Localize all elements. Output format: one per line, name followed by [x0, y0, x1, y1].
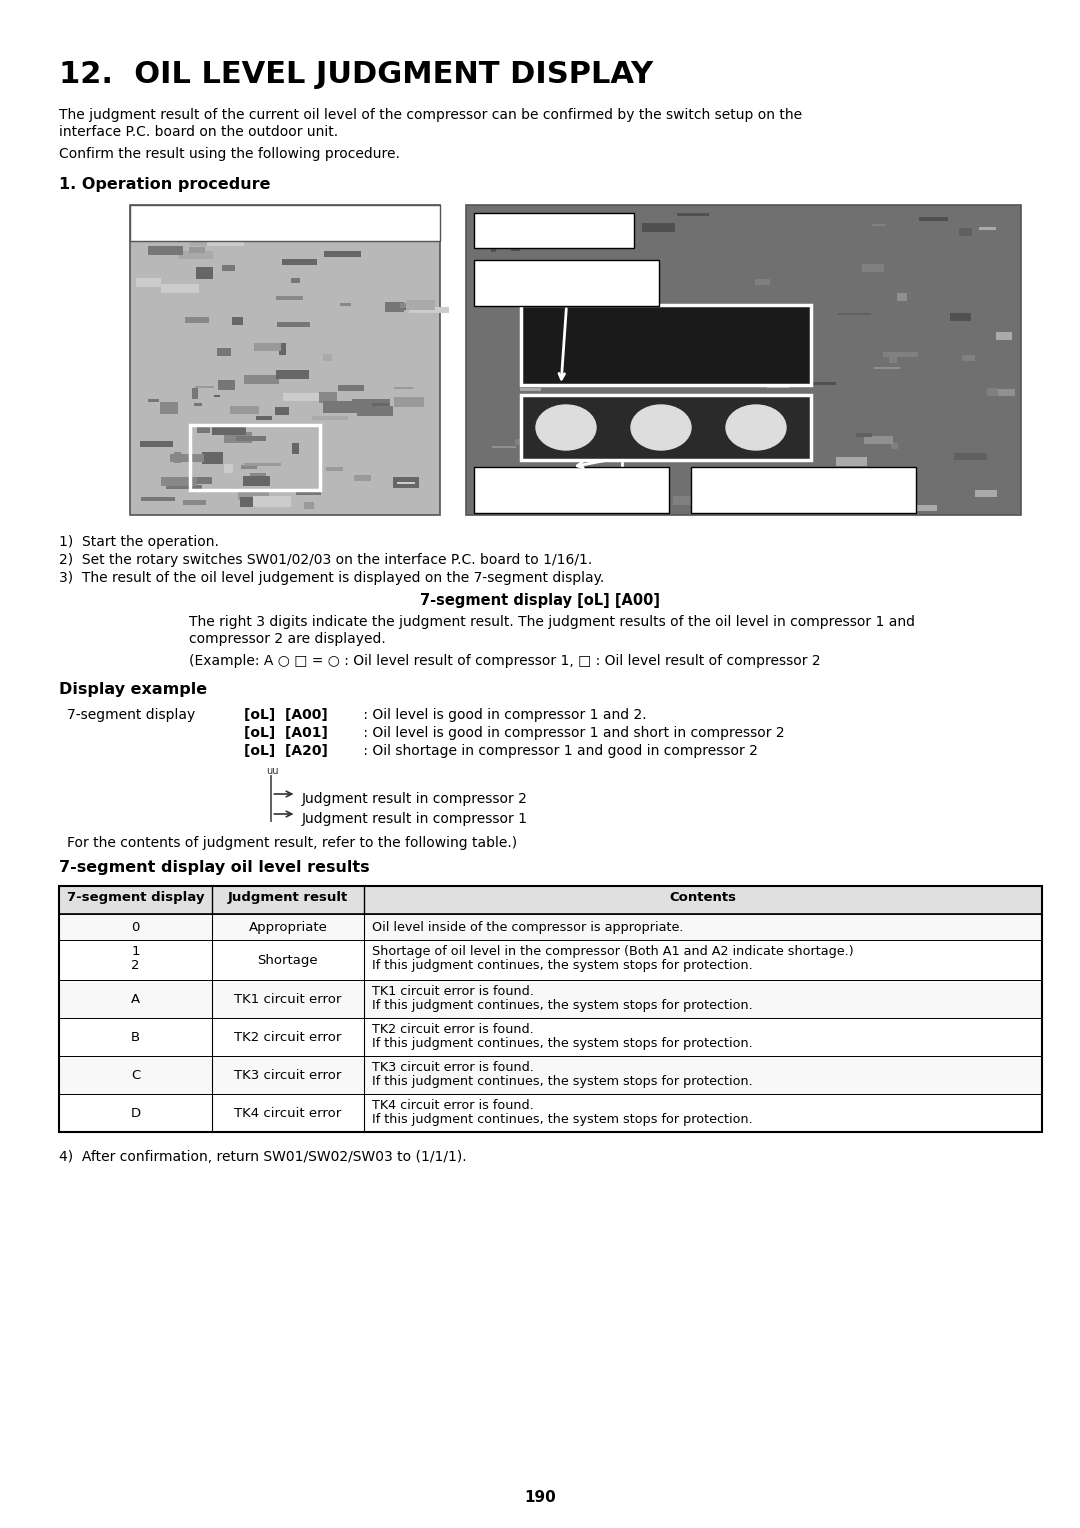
Bar — [950, 313, 971, 321]
Bar — [206, 240, 244, 246]
Bar — [800, 417, 811, 420]
Bar — [161, 477, 198, 486]
Bar — [646, 338, 659, 344]
Bar — [954, 452, 987, 460]
Bar — [254, 342, 281, 351]
Bar — [202, 452, 224, 463]
Bar — [338, 385, 364, 391]
Bar — [275, 406, 288, 414]
Bar — [746, 439, 768, 446]
Bar — [130, 205, 440, 241]
Text: 4)  After confirmation, return SW01/SW02/SW03 to (1/1/1).: 4) After confirmation, return SW01/SW02/… — [59, 1151, 467, 1164]
Bar — [855, 434, 873, 437]
Bar — [567, 312, 599, 318]
Bar — [481, 238, 507, 240]
Bar — [902, 504, 936, 512]
Bar — [862, 264, 883, 272]
Text: Judgment result: Judgment result — [228, 891, 348, 905]
Bar — [59, 886, 1042, 1132]
Text: interface P.C. board on the outdoor unit.: interface P.C. board on the outdoor unit… — [59, 125, 338, 139]
Bar — [195, 385, 214, 388]
Text: 7-segment display: 7-segment display — [67, 891, 204, 905]
Bar — [212, 425, 246, 434]
Text: 0: 0 — [132, 921, 139, 934]
Text: If this judgment continues, the system stops for protection.: If this judgment continues, the system s… — [373, 1038, 753, 1050]
Bar — [190, 237, 224, 246]
Text: Interface P.C. board on the outdoor unit
which displays oil level judgment: Interface P.C. board on the outdoor unit… — [168, 209, 402, 238]
Bar — [324, 251, 362, 257]
Bar — [919, 217, 948, 222]
Text: 1)  Start the operation.: 1) Start the operation. — [59, 535, 219, 549]
Bar — [249, 474, 266, 477]
Bar — [519, 388, 541, 391]
Text: TK2 circuit error is found.: TK2 circuit error is found. — [373, 1024, 534, 1036]
Text: TK2 circuit error: TK2 circuit error — [234, 1031, 341, 1044]
Bar — [765, 497, 785, 503]
Text: Shortage: Shortage — [258, 953, 319, 967]
Bar — [59, 1056, 1042, 1094]
Text: 7-segment display: 7-segment display — [67, 707, 195, 723]
Bar — [352, 399, 390, 406]
Bar — [178, 251, 213, 258]
Text: TK3 circuit error is found.: TK3 circuit error is found. — [373, 1060, 534, 1074]
Bar — [350, 408, 357, 413]
Bar — [166, 484, 202, 489]
Text: 4)
After confirmation, return
SW01/SW02/SW03 to 1/1/1.: 4) After confirmation, return SW01/SW02/… — [727, 472, 880, 506]
Bar — [528, 342, 549, 345]
Text: [oL]  [A00]: [oL] [A00] — [244, 707, 328, 723]
Bar — [394, 387, 413, 390]
Bar — [59, 979, 1042, 1018]
Bar — [962, 354, 975, 361]
Bar — [386, 306, 414, 310]
Bar — [836, 457, 866, 466]
Text: uu: uu — [267, 766, 279, 776]
Bar — [174, 452, 181, 463]
Bar — [140, 497, 175, 501]
Bar — [660, 474, 669, 478]
Bar — [629, 365, 654, 373]
Bar — [238, 492, 269, 500]
Bar — [253, 497, 292, 506]
Bar — [184, 500, 206, 504]
Bar — [323, 402, 361, 413]
Bar — [189, 248, 205, 254]
Bar — [618, 266, 637, 270]
Ellipse shape — [536, 405, 596, 451]
Bar — [597, 411, 624, 414]
Bar — [244, 374, 279, 384]
Bar — [755, 278, 770, 284]
Text: 12.  OIL LEVEL JUDGMENT DISPLAY: 12. OIL LEVEL JUDGMENT DISPLAY — [59, 60, 653, 89]
Bar — [136, 278, 161, 287]
Text: TK4 circuit error: TK4 circuit error — [234, 1106, 341, 1120]
Text: 8: 8 — [604, 313, 638, 361]
Bar — [590, 494, 595, 504]
Text: TK3 circuit error: TK3 circuit error — [234, 1070, 341, 1082]
Bar — [160, 402, 178, 414]
Bar — [256, 417, 272, 420]
Bar — [705, 472, 720, 475]
Bar — [59, 914, 1042, 940]
Text: Shortage of oil level in the compressor (Both A1 and A2 indicate shortage.): Shortage of oil level in the compressor … — [373, 944, 853, 958]
Bar — [596, 478, 619, 483]
Text: Judgment result in compressor 1: Judgment result in compressor 1 — [301, 811, 527, 827]
Bar — [589, 327, 621, 330]
Text: If this judgment continues, the system stops for protection.: If this judgment continues, the system s… — [373, 960, 753, 972]
Text: If this judgment continues, the system stops for protection.: If this judgment continues, the system s… — [373, 1112, 753, 1126]
Bar — [800, 313, 811, 319]
Text: B: B — [131, 1031, 140, 1044]
Bar — [197, 267, 213, 278]
Bar — [474, 260, 659, 306]
Text: Appropriate: Appropriate — [248, 921, 327, 934]
Bar — [243, 475, 270, 486]
Bar — [896, 293, 907, 301]
Bar — [235, 435, 266, 442]
Bar — [148, 246, 183, 255]
Bar — [400, 303, 422, 309]
Bar — [619, 263, 626, 266]
Bar — [397, 481, 416, 484]
Text: 7-segment display oil level results: 7-segment display oil level results — [59, 860, 370, 876]
Bar — [59, 1094, 1042, 1132]
Bar — [192, 388, 199, 399]
Bar — [384, 303, 404, 312]
Bar — [409, 307, 448, 313]
